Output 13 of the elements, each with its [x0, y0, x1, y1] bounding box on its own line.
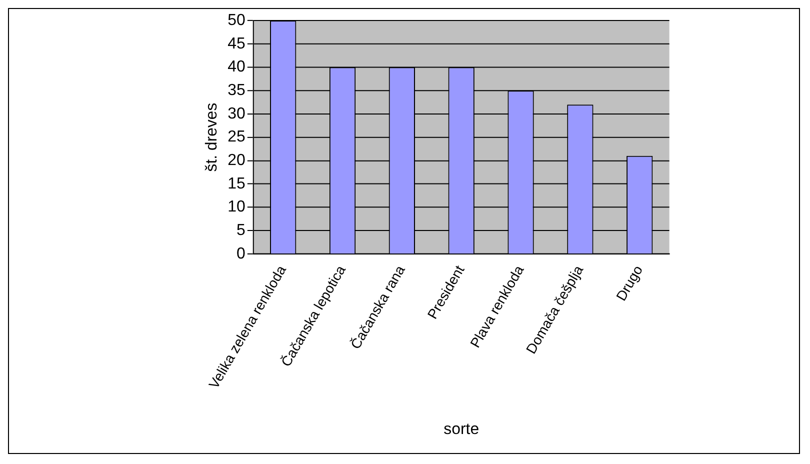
y-tick-label: 25: [228, 128, 246, 146]
y-tick-label: 40: [228, 58, 246, 76]
y-tick-label: 0: [236, 245, 246, 262]
y-tick-label: 35: [228, 82, 246, 99]
y-tick-label: 50: [228, 12, 246, 29]
y-tick-label: 20: [228, 152, 246, 169]
y-tick-label: 45: [228, 35, 246, 52]
y-tick-label: 5: [236, 222, 246, 240]
y-tick-label: 30: [228, 105, 246, 122]
y-axis-title: št. dreves: [203, 102, 220, 172]
y-tick-label: 10: [228, 198, 246, 216]
x-axis-title: sorte: [444, 420, 480, 438]
y-tick-label: 15: [228, 175, 246, 192]
